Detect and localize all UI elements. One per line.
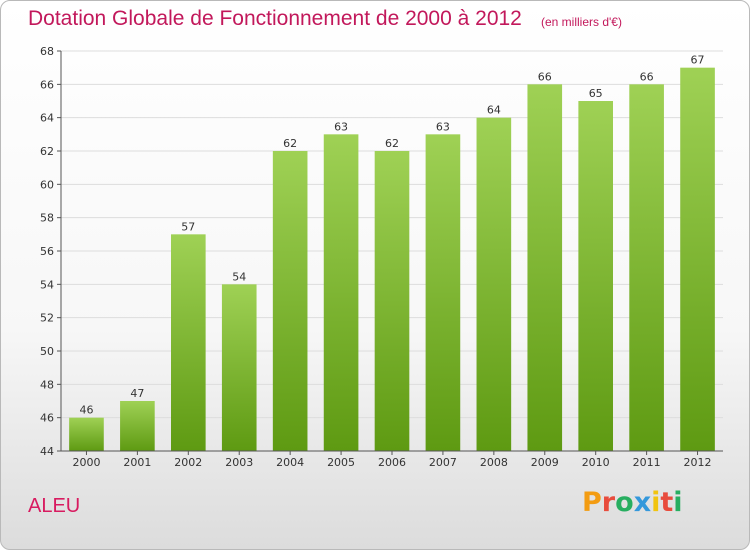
bar-value-label: 62	[283, 137, 297, 150]
y-tick-label: 44	[40, 445, 54, 458]
bar-value-label: 65	[589, 87, 603, 100]
proxiti-logo[interactable]: Proxiti	[582, 487, 683, 518]
y-tick-label: 54	[40, 278, 54, 291]
y-tick-label: 52	[40, 312, 54, 325]
bar[interactable]	[272, 151, 308, 451]
y-tick-label: 62	[40, 145, 54, 158]
bar[interactable]	[425, 134, 461, 452]
axes	[57, 50, 723, 455]
x-tick-label: 2012	[684, 456, 712, 469]
bar-value-label: 54	[232, 270, 246, 283]
bar[interactable]	[170, 234, 206, 451]
y-tick-label: 48	[40, 378, 54, 391]
bar-value-label: 63	[334, 120, 348, 133]
bars	[69, 67, 715, 452]
bar-value-label: 67	[691, 54, 705, 67]
x-tick-label: 2002	[174, 456, 202, 469]
logo-letter: o	[615, 487, 634, 518]
x-tick-label: 2009	[531, 456, 559, 469]
bar-value-label: 57	[181, 220, 195, 233]
bar[interactable]	[629, 84, 664, 451]
x-tick-label: 2005	[327, 456, 355, 469]
x-tick-label: 2011	[633, 456, 661, 469]
bar-value-label: 64	[487, 104, 501, 117]
x-tick-label: 2004	[276, 456, 304, 469]
x-tick-label: 2010	[582, 456, 610, 469]
bar[interactable]	[374, 151, 410, 451]
bar[interactable]	[323, 134, 359, 452]
bar-value-label: 47	[130, 387, 144, 400]
bar-value-label: 66	[538, 70, 552, 83]
bar-value-label: 46	[79, 404, 93, 417]
bar[interactable]	[221, 284, 257, 451]
bar[interactable]	[578, 101, 614, 451]
chart-title: Dotation Globale de Fonctionnement de 20…	[28, 7, 522, 30]
bar-value-label: 62	[385, 137, 399, 150]
logo-letter: t	[660, 487, 674, 518]
x-tick-label: 2001	[123, 456, 151, 469]
bar-value-label: 66	[640, 70, 654, 83]
y-tick-label: 56	[40, 245, 54, 258]
bar[interactable]	[476, 117, 512, 452]
bar-value-label: 63	[436, 120, 450, 133]
x-tick-label: 2006	[378, 456, 406, 469]
labels: 44 46 48 50 52 54 56 58 60 62 64 66 68 46 2000 47 2001 57…	[40, 45, 712, 469]
y-tick-label: 64	[40, 112, 54, 125]
bar[interactable]	[69, 417, 104, 451]
y-tick-label: 66	[40, 78, 54, 91]
chart-subtitle: (en milliers d'€)	[541, 15, 622, 29]
bar[interactable]	[527, 84, 563, 451]
x-tick-label: 2008	[480, 456, 508, 469]
logo-letter: P	[582, 487, 602, 518]
y-tick-label: 46	[40, 412, 54, 425]
x-tick-label: 2007	[429, 456, 457, 469]
bar[interactable]	[680, 67, 715, 452]
bar[interactable]	[120, 401, 155, 451]
y-tick-label: 50	[40, 345, 54, 358]
logo-letter: r	[601, 487, 616, 518]
logo-letter: x	[633, 487, 652, 518]
x-tick-label: 2000	[72, 456, 100, 469]
logo-letter: i	[651, 487, 661, 518]
y-tick-label: 68	[40, 45, 54, 58]
y-tick-label: 58	[40, 212, 54, 225]
commune-name: ALEU	[28, 495, 81, 517]
x-tick-label: 2003	[225, 456, 253, 469]
y-tick-label: 60	[40, 178, 54, 191]
logo-letter: i	[673, 487, 683, 518]
